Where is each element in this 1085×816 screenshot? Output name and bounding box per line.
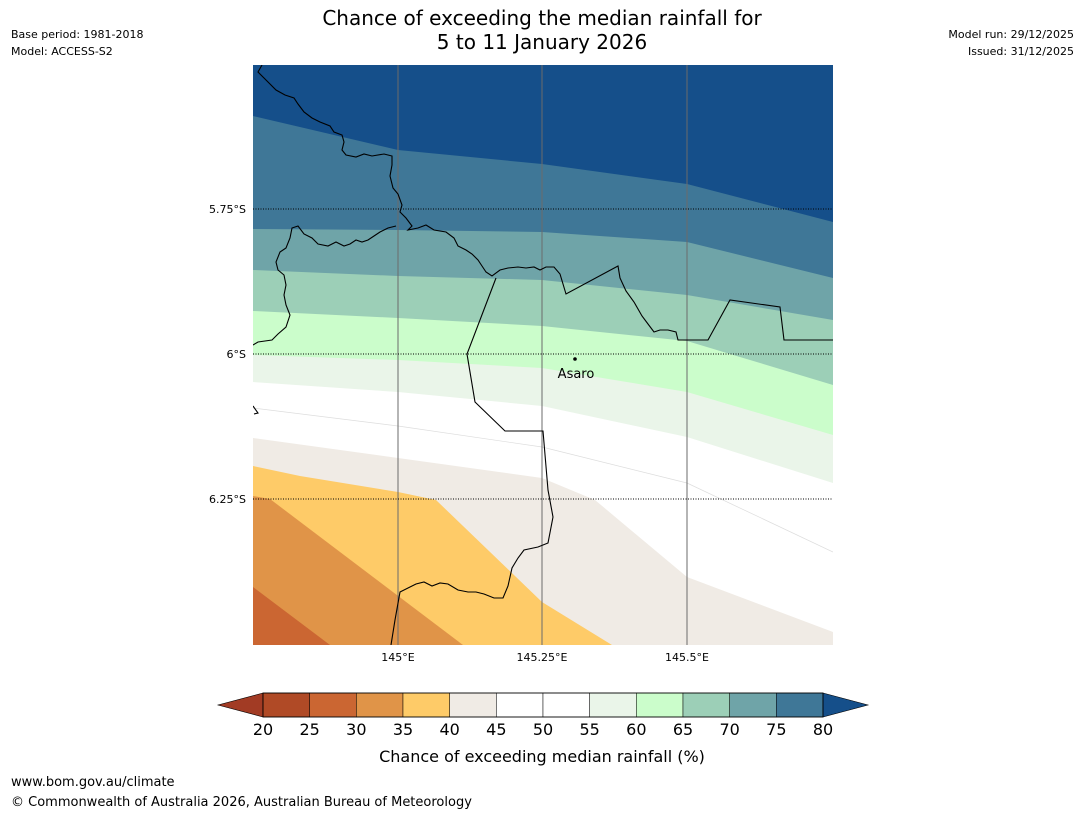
boundary-north xyxy=(257,65,833,341)
colorbar-over-arrow xyxy=(822,692,870,718)
colorbar-bin xyxy=(356,692,404,718)
colorbar-bin xyxy=(589,692,637,718)
footer-url[interactable]: www.bom.gov.au/climate xyxy=(11,775,175,790)
colorbar-tick-label: 70 xyxy=(719,720,739,739)
colorbar-tick-label: 35 xyxy=(393,720,413,739)
province-boundaries xyxy=(253,65,833,645)
colorbar-tick-label: 20 xyxy=(253,720,273,739)
colorbar-bin xyxy=(449,692,497,718)
boundary-stub xyxy=(253,405,259,415)
asaro-dot xyxy=(573,357,577,361)
colorbar-tick-label: 25 xyxy=(299,720,319,739)
boundary-central xyxy=(390,277,554,645)
colorbar-ticks: 20 25 30 35 40 45 50 55 60 65 70 75 80 xyxy=(253,720,833,739)
colorbar-outline xyxy=(262,692,824,718)
colorbar-tick-label: 30 xyxy=(346,720,366,739)
colorbar: 20 25 30 35 40 45 50 55 60 65 70 75 80 Chance of exc… xyxy=(216,692,870,766)
base-period-text: Base period: 1981-2018 xyxy=(11,28,144,41)
boundary-west xyxy=(253,225,397,346)
colorbar-tick-label: 50 xyxy=(533,720,553,739)
lon-label-145: 145°E xyxy=(381,651,414,664)
colorbar-bin xyxy=(542,692,590,718)
issued-text: Issued: 31/12/2025 xyxy=(967,45,1074,58)
colorbar-tick-label: 55 xyxy=(579,720,599,739)
colorbar-bin xyxy=(729,692,777,718)
chart-title: Chance of exceeding the median rainfall … xyxy=(242,6,842,54)
lon-label-145-25: 145.25°E xyxy=(517,651,568,664)
meta-right: Model run: 29/12/2025 Issued: 31/12/2025 xyxy=(948,26,1074,60)
title-line-2: 5 to 11 January 2026 xyxy=(436,30,648,54)
parallel-lines xyxy=(253,208,833,500)
colorbar-bin xyxy=(309,692,357,718)
lon-label-145-5: 145.5°E xyxy=(665,651,709,664)
colorbar-bins xyxy=(262,692,824,718)
colorbar-tick-label: 45 xyxy=(486,720,506,739)
colorbar-bin xyxy=(402,692,450,718)
lat-label-6-25: 6.25°S xyxy=(209,493,246,506)
probability-fill-layers: Asaro xyxy=(253,65,833,645)
footer-copyright: © Commonwealth of Australia 2026, Austra… xyxy=(11,795,472,810)
asaro-marker: Asaro xyxy=(558,357,595,382)
place-label-asaro: Asaro xyxy=(558,367,595,382)
lon-labels: 145°E 145.25°E 145.5°E xyxy=(381,651,709,664)
meta-left: Base period: 1981-2018 Model: ACCESS-S2 xyxy=(11,26,143,60)
colorbar-tick-label: 40 xyxy=(439,720,459,739)
band-30-35 xyxy=(253,496,463,645)
model-run-text: Model run: 29/12/2025 xyxy=(948,28,1074,41)
colorbar-bin xyxy=(496,692,544,718)
colorbar-bin xyxy=(682,692,730,718)
colorbar-label: Chance of exceeding median rainfall (%) xyxy=(379,747,705,766)
lat-label-5-75: 5.75°S xyxy=(209,203,246,216)
colorbar-tick-label: 80 xyxy=(813,720,833,739)
colorbar-bin xyxy=(262,692,310,718)
colorbar-bin xyxy=(636,692,684,718)
colorbar-tick-label: 65 xyxy=(673,720,693,739)
model-text: Model: ACCESS-S2 xyxy=(11,45,113,58)
lat-labels: 5.75°S 6°S 6.25°S xyxy=(209,203,246,506)
colorbar-bin xyxy=(776,692,824,718)
lat-label-6: 6°S xyxy=(227,348,246,361)
meridian-lines xyxy=(397,65,688,645)
band-25-30 xyxy=(253,587,330,645)
colorbar-tick-label: 60 xyxy=(626,720,646,739)
colorbar-under-arrow xyxy=(216,692,264,718)
colorbar-tick-label: 75 xyxy=(766,720,786,739)
title-line-1: Chance of exceeding the median rainfall … xyxy=(322,6,762,30)
